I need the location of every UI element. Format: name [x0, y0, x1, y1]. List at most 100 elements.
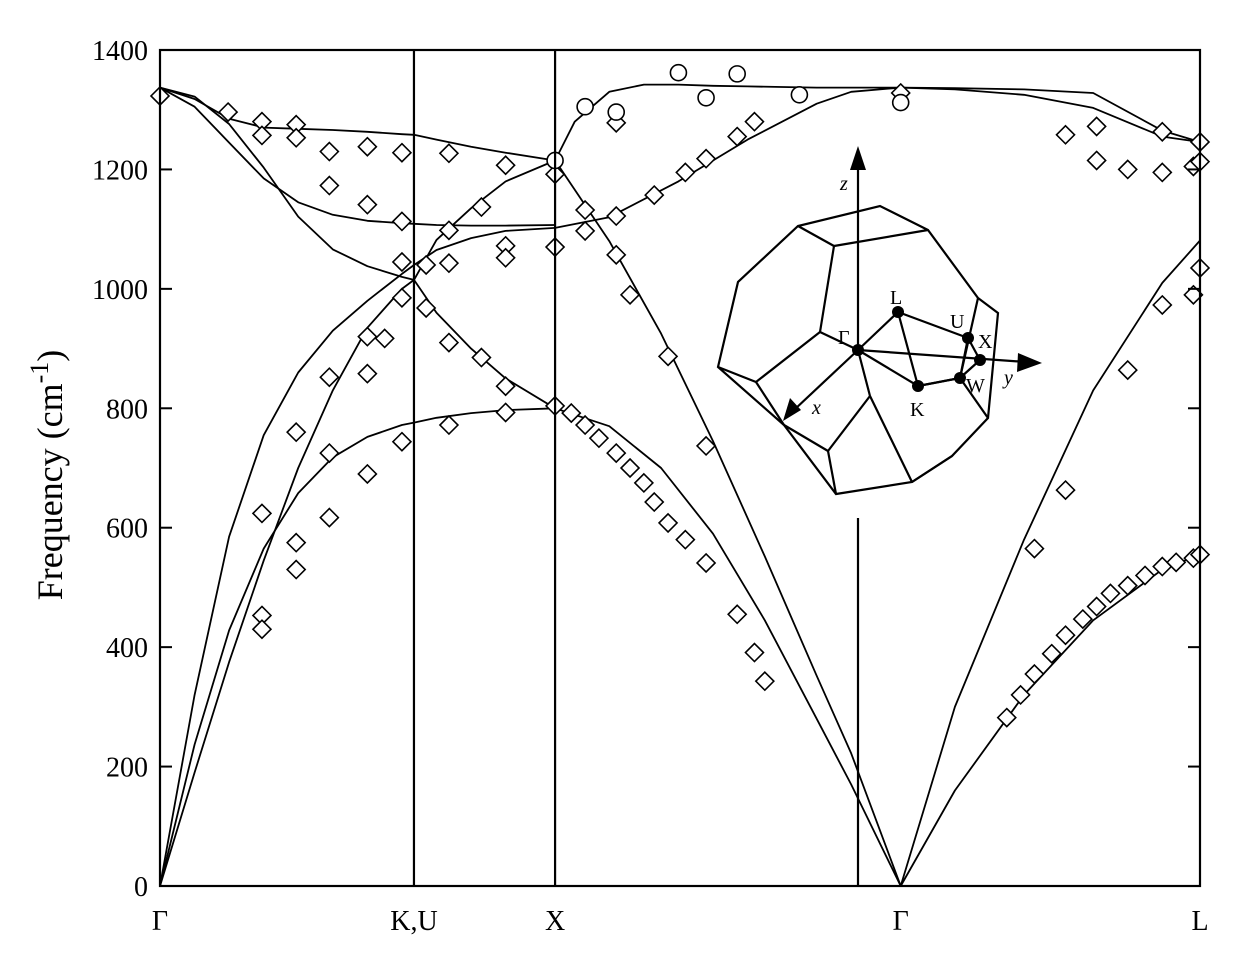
y-axis-label-sup: -1: [25, 362, 54, 384]
y-tick-label-6: 1200: [92, 155, 148, 186]
diamond-point-30: [438, 143, 460, 164]
y-tick-label-0: 0: [134, 872, 148, 903]
diamond-point-68: [744, 111, 765, 132]
dispersion-branch-7: [554, 86, 901, 229]
bz-edge: [856, 349, 872, 397]
bz-edge: [959, 377, 989, 419]
y-tick-label-7: 1400: [92, 36, 148, 67]
diamond-point-32: [438, 253, 460, 274]
diamond-point-29: [415, 297, 437, 319]
diamond-point-3: [251, 125, 273, 146]
inset-point-l: L: [890, 287, 902, 309]
dispersion-branch-4: [413, 279, 556, 410]
bz-edge: [755, 331, 821, 383]
inset-point-k: K: [910, 399, 925, 421]
diamond-point-60: [657, 512, 679, 534]
circle-point-6: [790, 85, 809, 104]
diamond-point-86: [1117, 359, 1138, 381]
bz-edge: [783, 424, 829, 452]
dispersion-branch-17: [900, 86, 1201, 143]
bz-edge: [833, 228, 929, 248]
diamond-point-61: [675, 162, 696, 183]
diamond-point-20: [286, 422, 307, 443]
diamond-point-72: [996, 707, 1017, 728]
x-arrowhead: [783, 398, 801, 421]
diamond-point-80: [1072, 608, 1093, 630]
diamond-point-36: [471, 347, 492, 368]
diamond-point-55: [619, 457, 641, 479]
diamond-point-92: [1152, 162, 1173, 183]
diamond-point-59: [657, 346, 679, 367]
bz-point-gamma: [852, 344, 864, 356]
bz-path: [917, 376, 961, 388]
dispersion-branch-1: [413, 407, 556, 424]
diamond-point-45: [561, 402, 582, 424]
diamond-point-18: [319, 442, 340, 464]
dispersion-branch-14: [413, 133, 556, 162]
diamond-point-48: [574, 414, 596, 436]
diamond-point-13: [391, 287, 413, 308]
diamond-point-84: [1100, 583, 1121, 604]
dispersion-branch-3: [159, 279, 415, 887]
bz-point-x: [974, 354, 986, 366]
diamond-point-28: [415, 254, 437, 276]
diamond-point-39: [495, 247, 516, 268]
inset-arrowheads: [783, 146, 1042, 421]
diamond-point-88: [1134, 565, 1156, 586]
diamond-point-16: [357, 363, 378, 384]
x-tick-label-2: X: [545, 906, 565, 937]
diamond-point-56: [633, 472, 654, 494]
diamond-point-87: [1117, 159, 1138, 180]
bz-edge: [826, 450, 838, 495]
y-axis-label: Frequency (cm-1): [25, 350, 70, 601]
diamond-point-23: [286, 559, 307, 580]
inset-axis-x: x: [811, 397, 821, 419]
diamond-point-19: [357, 463, 378, 485]
brillouin-zone-inset: [716, 166, 1027, 886]
diamond-point-65: [695, 552, 717, 574]
diamond-point-27: [391, 431, 413, 452]
diamond-point-14: [357, 326, 378, 347]
diamond-point-69: [744, 642, 765, 663]
diamond-point-79: [1055, 124, 1076, 145]
circle-point-1: [576, 97, 594, 116]
markers-layer: [149, 63, 1211, 728]
diamond-point-8: [357, 136, 378, 157]
dispersion-branch-11: [159, 86, 415, 225]
diamond-point-10: [391, 142, 413, 163]
diamond-point-53: [606, 442, 627, 464]
diamond-point-12: [391, 251, 413, 273]
diamond-point-26: [319, 507, 340, 528]
y-tick-label-2: 400: [106, 633, 148, 664]
circle-point-7: [891, 93, 910, 112]
bz-path: [897, 310, 969, 340]
diamond-point-64: [695, 435, 717, 457]
diamond-point-63: [695, 148, 717, 169]
dispersion-branch-9: [413, 159, 556, 281]
dispersion-branch-10: [554, 159, 902, 887]
dispersion-branch-18: [899, 239, 1201, 887]
diamond-point-90: [1152, 294, 1173, 316]
diamond-point-58: [644, 491, 665, 513]
inset-point-u: U: [950, 311, 965, 333]
diamond-point-46: [574, 199, 596, 221]
inset-point-x: X: [978, 331, 993, 353]
diamond-point-76: [1041, 643, 1062, 664]
diamond-point-66: [727, 126, 748, 147]
bz-edge: [911, 455, 953, 483]
diamond-point-15: [374, 328, 395, 349]
diamond-point-11: [391, 211, 413, 232]
inset-axis-z: z: [839, 173, 848, 195]
diamond-point-78: [1055, 479, 1076, 501]
y-tick-label-3: 600: [106, 514, 148, 545]
z-arrowhead: [850, 146, 866, 170]
circle-point-5: [728, 65, 746, 83]
diamond-point-25: [251, 619, 273, 640]
curves-layer: [159, 83, 1201, 887]
bz-point-u: [962, 332, 974, 344]
bz-edge: [797, 225, 835, 247]
diamond-point-9: [357, 194, 378, 215]
diamond-point-70: [754, 671, 775, 692]
diamond-point-7: [319, 175, 340, 196]
